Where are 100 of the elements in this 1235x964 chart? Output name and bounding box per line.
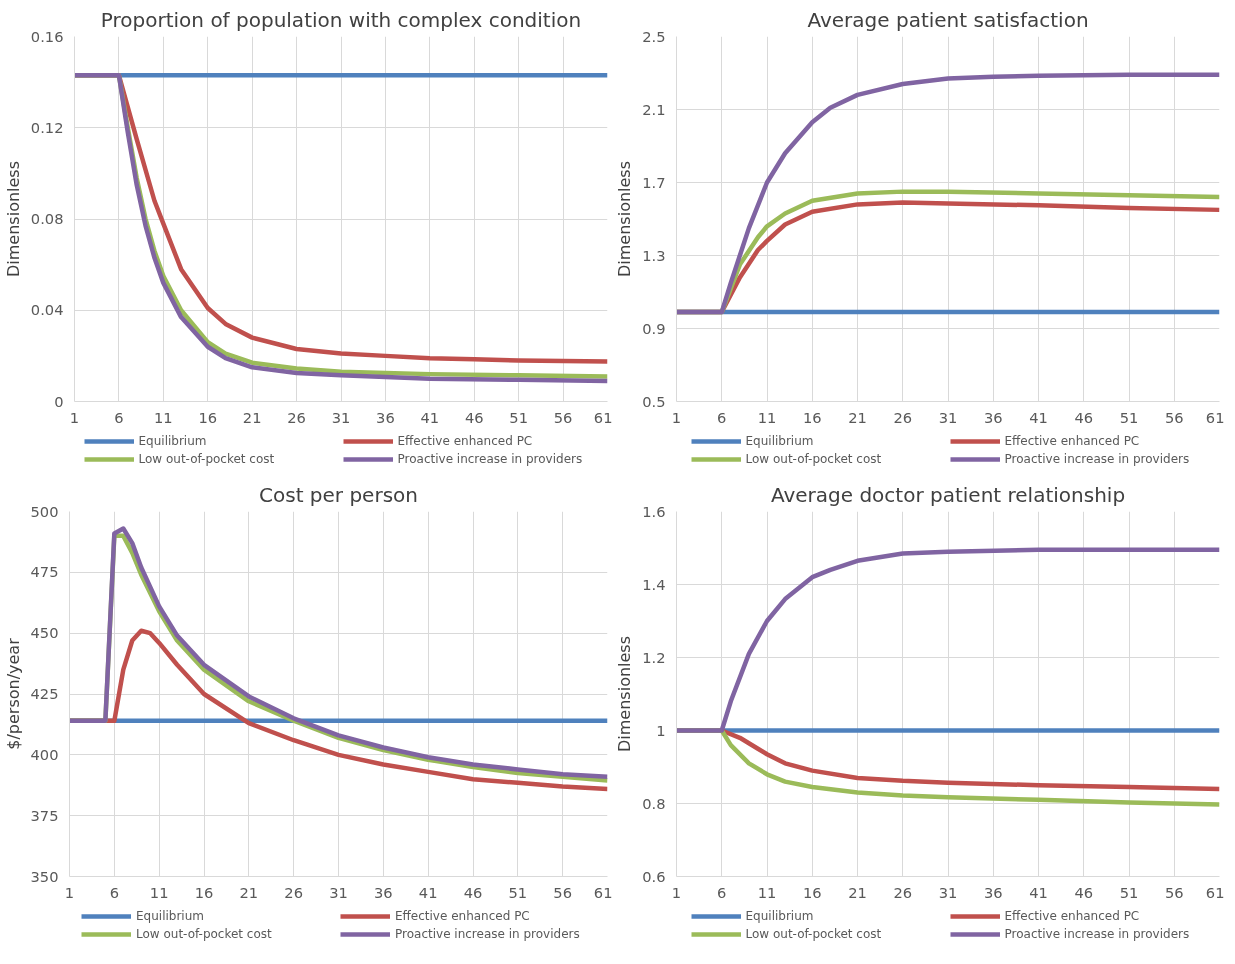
y-tick-label: 1.6 [642,502,666,520]
x-tick-label: 51 [508,883,528,901]
x-tick-label: 16 [802,408,822,426]
legend-label: Equilibrium [745,909,815,923]
x-tick-label: 21 [848,883,867,901]
x-tick-label: 11 [757,883,777,901]
x-tick-label: 36 [374,883,393,901]
y-tick-label: 1.7 [642,173,666,191]
x-tick-label: 16 [194,883,214,901]
y-axis-title: $/person/year [3,637,23,750]
x-tick-label: 56 [553,408,573,426]
x-tick-label: 11 [757,408,777,426]
legend-label: Low out-of-pocket cost [745,452,883,466]
legend-label: Low out-of-pocket cost [745,927,883,941]
y-tick-label: 0.8 [642,794,666,812]
y-tick-label: 2.1 [642,100,666,118]
y-tick-label: 0 [54,392,64,410]
x-tick-label: 51 [509,408,528,426]
x-tick-label: 46 [464,408,484,426]
x-tick-label: 26 [284,883,303,901]
y-tick-label: 1 [656,721,666,739]
x-tick-label: 1 [671,408,682,426]
chart-title: Average patient satisfaction [807,7,1089,32]
x-tick-label: 41 [1029,408,1048,426]
x-tick-label: 1 [64,883,75,901]
y-tick-label: 500 [30,502,59,520]
y-tick-label: 0.5 [642,392,666,410]
x-tick-label: 11 [154,408,173,426]
y-axis-title: Dimensionless [3,160,23,277]
legend-label: Equilibrium [745,434,815,448]
x-tick-label: 16 [198,408,218,426]
x-tick-label: 46 [1074,883,1094,901]
y-tick-label: 0.04 [30,301,64,319]
x-tick-label: 51 [1119,883,1139,901]
chart-title: Average doctor patient relationship [770,482,1126,507]
x-tick-label: 36 [983,408,1003,426]
x-tick-label: 16 [802,883,822,901]
x-tick-label: 21 [239,883,259,901]
y-tick-label: 1.2 [642,648,666,666]
x-tick-label: 11 [149,883,169,901]
y-tick-label: 2.5 [642,27,666,45]
x-tick-label: 6 [717,883,727,901]
legend-label: Low out-of-pocket cost [138,452,276,466]
y-axis-title: Dimensionless [615,160,635,277]
x-tick-label: 6 [109,883,119,901]
x-tick-label: 41 [420,408,440,426]
y-tick-label: 0.6 [642,867,666,885]
y-tick-label: 1.4 [642,575,666,593]
y-tick-label: 0.08 [30,210,64,227]
chart-title: Cost per person [259,482,418,507]
x-tick-label: 46 [463,883,483,901]
y-tick-label: 0.16 [30,27,64,45]
y-tick-label: 425 [30,685,59,702]
y-tick-label: 475 [30,563,59,581]
x-tick-label: 31 [329,883,348,901]
y-tick-label: 400 [30,745,59,763]
x-tick-label: 61 [1205,408,1225,426]
x-tick-label: 41 [418,883,438,901]
x-tick-label: 6 [114,408,124,426]
x-tick-label: 61 [593,883,613,901]
x-tick-label: 26 [893,883,913,901]
x-tick-label: 61 [1205,883,1225,901]
legend-label: Proactive increase in providers [1004,452,1191,466]
y-tick-label: 0.9 [642,319,666,337]
x-tick-label: 26 [287,408,306,426]
x-tick-label: 36 [376,408,395,426]
legend-label: Equilibrium [136,909,205,923]
x-tick-label: 31 [938,408,958,426]
y-tick-label: 1.3 [642,246,666,264]
chart-title: Proportion of population with complex condition [100,7,582,32]
x-tick-label: 61 [593,408,613,426]
x-tick-label: 51 [1119,408,1139,426]
y-tick-label: 450 [30,624,59,642]
legend-label: Proactive increase in providers [397,452,584,466]
legend-label: Effective enhanced PC [1004,909,1141,923]
legend-label: Equilibrium [138,434,208,448]
x-tick-label: 1 [671,883,682,901]
x-tick-label: 21 [848,408,867,426]
y-axis-title: Dimensionless [615,635,635,752]
y-tick-label: 375 [30,806,59,824]
x-tick-label: 56 [1164,408,1184,426]
x-tick-label: 56 [1164,883,1184,901]
x-tick-label: 31 [331,408,351,426]
legend-label: Low out-of-pocket cost [136,927,273,941]
legend-label: Proactive increase in providers [395,927,581,941]
x-tick-label: 56 [553,883,572,901]
x-tick-label: 26 [893,408,913,426]
x-tick-label: 36 [983,883,1003,901]
x-tick-label: 41 [1029,883,1048,901]
x-tick-label: 31 [938,883,958,901]
legend-label: Proactive increase in providers [1004,927,1191,941]
x-tick-label: 6 [717,408,727,426]
legend-label: Effective enhanced PC [1004,434,1141,448]
x-tick-label: 1 [69,408,80,426]
y-tick-label: 350 [30,867,59,885]
legend-label: Effective enhanced PC [397,434,534,448]
legend-label: Effective enhanced PC [395,909,531,923]
x-tick-label: 21 [242,408,262,426]
x-tick-label: 46 [1074,408,1094,426]
y-tick-label: 0.12 [30,118,64,136]
